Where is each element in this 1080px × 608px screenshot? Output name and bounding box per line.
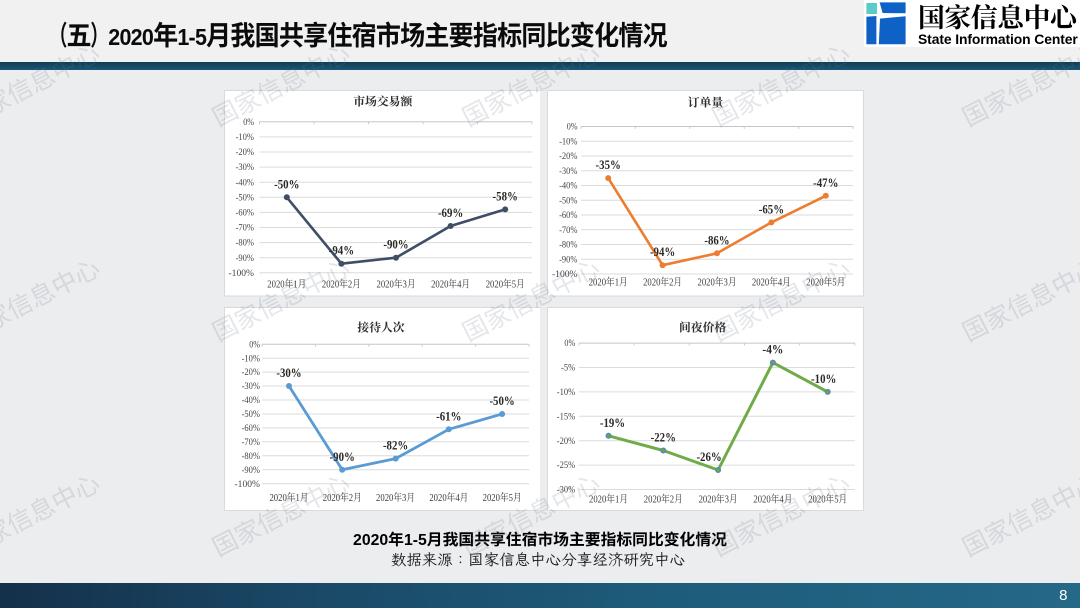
svg-text:-30%: -30% [557,485,575,495]
svg-text:-90%: -90% [329,449,354,463]
svg-text:-100%: -100% [552,270,578,280]
svg-text:-50%: -50% [241,410,259,420]
svg-text:-50%: -50% [274,177,299,191]
svg-text:-90%: -90% [559,255,577,265]
svg-text:-69%: -69% [437,206,462,220]
svg-text:-19%: -19% [600,415,625,429]
svg-text:2020年5月: 2020年5月 [808,493,847,505]
svg-text:-94%: -94% [328,244,353,258]
svg-text:-90%: -90% [235,254,253,264]
svg-text:-26%: -26% [696,450,721,464]
svg-text:-10%: -10% [241,354,259,364]
svg-text:-30%: -30% [235,163,253,173]
svg-text:2020年2月: 2020年2月 [643,277,682,289]
svg-text:-50%: -50% [489,394,514,408]
svg-text:2020年2月: 2020年2月 [322,492,361,504]
svg-text:-15%: -15% [557,412,575,422]
svg-text:2020年5月: 2020年5月 [806,277,845,289]
svg-text:-40%: -40% [235,178,253,188]
svg-text:-30%: -30% [559,167,577,177]
svg-text:-100%: -100% [228,269,254,279]
svg-text:-47%: -47% [813,176,838,190]
svg-text:接待人次: 接待人次 [357,320,404,334]
svg-text:2020年5月: 2020年5月 [482,492,521,504]
svg-text:-30%: -30% [276,366,301,380]
svg-text:-86%: -86% [704,233,729,247]
svg-text:0%: 0% [243,118,254,128]
svg-text:-100%: -100% [234,479,260,489]
svg-text:-60%: -60% [235,209,253,219]
svg-text:0%: 0% [567,123,578,133]
svg-text:-70%: -70% [235,224,253,234]
svg-text:-90%: -90% [383,238,408,252]
svg-text:-70%: -70% [241,437,259,447]
svg-text:国家信息中心: 国家信息中心 [955,249,1080,349]
svg-text:2020年3月: 2020年3月 [376,492,415,504]
svg-text:-50%: -50% [235,193,253,203]
svg-text:0%: 0% [564,339,575,349]
svg-text:2020年4月: 2020年4月 [753,493,792,505]
svg-text:-58%: -58% [492,189,517,203]
svg-text:2020年4月: 2020年4月 [431,279,470,291]
svg-text:-30%: -30% [241,382,259,392]
svg-text:-82%: -82% [382,438,407,452]
svg-text:-50%: -50% [559,196,577,206]
svg-text:2020年4月: 2020年4月 [752,277,791,289]
svg-text:-5%: -5% [561,363,575,373]
svg-text:-40%: -40% [241,396,259,406]
svg-text:-4%: -4% [762,342,783,356]
svg-text:-80%: -80% [235,239,253,249]
svg-text:间夜价格: 间夜价格 [679,320,726,334]
svg-text:-10%: -10% [235,133,253,143]
svg-text:2020年5月: 2020年5月 [485,279,524,291]
svg-text:-25%: -25% [557,461,575,471]
svg-text:2020年1月: 2020年1月 [589,277,628,289]
svg-text:-65%: -65% [759,202,784,216]
svg-text:-10%: -10% [811,371,836,385]
svg-text:2020年3月: 2020年3月 [698,277,737,289]
svg-text:-20%: -20% [559,152,577,162]
svg-text:市场交易额: 市场交易额 [353,95,413,109]
svg-text:-60%: -60% [559,211,577,221]
svg-text:2020年1月: 2020年1月 [589,493,628,505]
svg-text:2020年1月: 2020年1月 [267,279,306,291]
svg-text:-40%: -40% [559,182,577,192]
svg-text:-20%: -20% [241,368,259,378]
svg-text:2020年2月: 2020年2月 [321,279,360,291]
svg-text:2020年4月: 2020年4月 [429,492,468,504]
svg-text:-10%: -10% [559,137,577,147]
svg-text:-80%: -80% [241,451,259,461]
svg-text:-94%: -94% [650,245,675,259]
svg-text:-22%: -22% [651,430,676,444]
svg-text:国家信息中心: 国家信息中心 [0,249,105,349]
svg-text:2020年3月: 2020年3月 [699,493,738,505]
svg-text:2020年1月: 2020年1月 [269,492,308,504]
svg-text:-60%: -60% [241,424,259,434]
svg-text:-70%: -70% [559,226,577,236]
svg-text:0%: 0% [249,340,260,350]
svg-text:-61%: -61% [436,409,461,423]
svg-text:-20%: -20% [235,148,253,158]
svg-text:-80%: -80% [559,241,577,251]
svg-text:订单量: 订单量 [688,96,724,110]
svg-text:-10%: -10% [557,388,575,398]
svg-text:2020年2月: 2020年2月 [644,493,683,505]
svg-text:2020年3月: 2020年3月 [376,279,415,291]
svg-text:-20%: -20% [557,436,575,446]
svg-text:-35%: -35% [596,158,621,172]
svg-text:-90%: -90% [241,465,259,475]
